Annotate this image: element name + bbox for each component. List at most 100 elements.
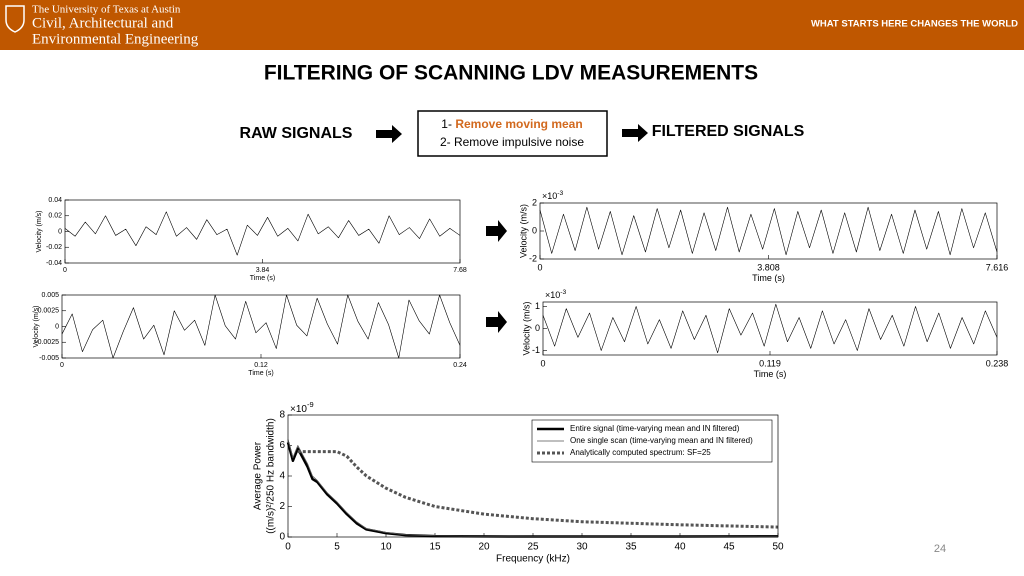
multiplier-base: ×10 — [290, 404, 307, 415]
x-tick-label: 25 — [527, 542, 539, 553]
x-tick-label: 7.616 — [986, 262, 1009, 272]
step-text: Remove moving mean — [455, 117, 582, 131]
x-axis-label: Time (s) — [754, 369, 787, 379]
series-line — [287, 439, 779, 537]
y-tick-label: 0 — [279, 532, 285, 543]
x-tick-label: 15 — [429, 542, 441, 553]
x-axis-label: Frequency (kHz) — [496, 554, 570, 565]
y-tick-label: -0.02 — [46, 244, 62, 251]
x-tick-label: 10 — [380, 542, 392, 553]
x-tick-label: 50 — [772, 542, 784, 553]
multiplier-base: ×10 — [545, 290, 560, 300]
plot-area — [543, 302, 997, 355]
step-text: Remove impulsive noise — [454, 135, 584, 149]
multiplier-exponent: -3 — [560, 289, 566, 296]
plot-area — [65, 200, 460, 263]
y-tick-label: 6 — [279, 440, 285, 451]
series-line — [297, 450, 779, 529]
legend-label: Analytically computed spectrum: SF=25 — [570, 448, 711, 457]
y-tick-label: 0 — [55, 323, 59, 330]
y-axis-label: ((m/s)²/250 Hz bandwidth) — [266, 418, 277, 534]
series-line — [64, 211, 461, 256]
y-tick-label: 4 — [279, 471, 285, 482]
y-tick-label: 0.04 — [48, 197, 62, 204]
x-tick-label: 45 — [723, 542, 735, 553]
plot-area — [540, 203, 997, 259]
plot-frame — [61, 294, 461, 359]
step-number: 1- — [441, 117, 452, 131]
x-tick-label: 5 — [334, 542, 340, 553]
y-axis-label: Velocity (m/s) — [36, 210, 43, 252]
legend-label: Entire signal (time-varying mean and IN … — [570, 424, 740, 433]
x-axis-label: Time (s) — [250, 275, 275, 282]
y-multiplier: ×10-3 — [545, 289, 567, 301]
y-tick-label: 0 — [58, 228, 62, 235]
x-tick-label: 3.84 — [256, 267, 270, 274]
plot-frame — [287, 414, 779, 538]
y-tick-label: 0 — [535, 323, 540, 333]
plot-area — [62, 295, 460, 358]
series-line — [542, 303, 998, 354]
university: The University of Texas at Austin — [32, 4, 181, 16]
y-tick-label: 2 — [279, 501, 285, 512]
y-tick-label: 2 — [532, 197, 537, 207]
logo — [5, 5, 25, 33]
arrow — [486, 220, 507, 242]
y-multiplier: ×10-3 — [542, 190, 564, 202]
page-number: 24 — [934, 543, 946, 555]
steps-box — [417, 110, 608, 157]
series-line — [539, 206, 998, 256]
x-tick-label: 3.808 — [757, 262, 780, 272]
legend-box — [531, 419, 773, 463]
y-tick-label: 0.0025 — [38, 308, 60, 315]
department: Environmental Engineering — [32, 31, 199, 47]
slogan: WHAT STARTS HERE CHANGES THE WORLD — [811, 19, 1018, 30]
flow-output: FILTERED SIGNALS — [652, 123, 805, 140]
step: 2- Remove impulsive noise — [440, 135, 584, 149]
x-axis-label: Time (s) — [752, 273, 785, 283]
y-multiplier: ×10-9 — [290, 400, 314, 415]
y-tick-label: -0.005 — [39, 355, 59, 362]
plot-frame — [542, 301, 998, 356]
x-tick-label: 0.12 — [254, 362, 268, 369]
x-tick-label: 7.68 — [453, 267, 467, 274]
slide-title: FILTERING OF SCANNING LDV MEASUREMENTS — [264, 62, 758, 85]
x-tick-label: 40 — [674, 542, 686, 553]
header-bar — [0, 0, 1024, 50]
y-tick-label: 0 — [532, 225, 537, 235]
y-tick-label: -0.04 — [46, 260, 62, 267]
y-tick-label: 0.02 — [48, 213, 62, 220]
plot-frame — [539, 202, 998, 260]
x-tick-label: 30 — [576, 542, 588, 553]
y-tick-label: -1 — [532, 345, 540, 355]
arrow — [486, 311, 507, 333]
y-axis-label: Velocity (m/s) — [518, 204, 528, 258]
arrow — [622, 124, 648, 142]
x-tick-label: 35 — [625, 542, 637, 553]
x-tick-label: 0 — [540, 358, 545, 368]
x-tick-label: 0 — [537, 262, 542, 272]
x-tick-label: 0.24 — [453, 362, 467, 369]
step-number: 2- — [440, 135, 451, 149]
x-tick-label: 0 — [285, 542, 291, 553]
department: Civil, Architectural and — [32, 15, 174, 31]
y-tick-label: -0.0025 — [35, 339, 59, 346]
x-tick-label: 0 — [60, 362, 64, 369]
legend-label: One single scan (time-varying mean and I… — [570, 436, 753, 445]
x-tick-label: 0.119 — [759, 358, 781, 368]
step: 1- Remove moving mean — [441, 117, 582, 131]
series-line — [61, 294, 461, 359]
plot-frame — [64, 199, 461, 264]
x-tick-label: 20 — [478, 542, 490, 553]
y-axis-label: Average Power — [253, 441, 264, 510]
multiplier-base: ×10 — [542, 191, 557, 201]
y-axis-label: Velocity (m/s) — [33, 305, 40, 347]
y-axis-label: Velocity (m/s) — [521, 301, 531, 355]
y-tick-label: -2 — [529, 253, 537, 263]
x-axis-label: Time (s) — [248, 370, 273, 377]
x-tick-label: 0 — [63, 267, 67, 274]
flow-input: RAW SIGNALS — [240, 125, 353, 142]
arrow — [376, 125, 402, 143]
multiplier-exponent: -3 — [557, 190, 563, 197]
